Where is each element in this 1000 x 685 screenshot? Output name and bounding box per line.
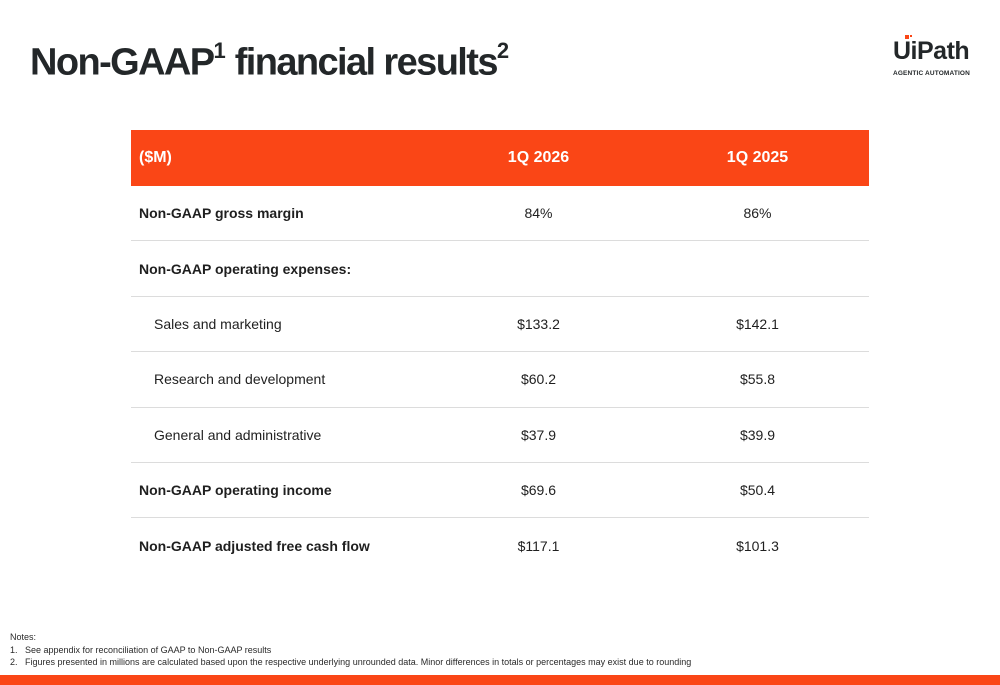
footnote-item: 1. See appendix for reconciliation of GA… [10,644,691,657]
footnote-number: 2. [10,657,18,667]
title-footnote-1: 1 [213,38,226,63]
table-row: Sales and marketing $133.2 $142.1 [131,297,869,353]
row-value-1q-2026: $69.6 [520,482,557,499]
row-value-1q-2025: $101.3 [736,538,779,555]
title-rest: financial results [225,41,499,84]
row-value-1q-2025: $50.4 [739,482,776,499]
notes-heading: Notes: [10,632,37,642]
logo-dot-small-icon [910,35,912,37]
row-value-1q-2026: $133.2 [517,315,560,332]
uipath-logo: UiPath AGENTIC AUTOMATION [893,35,970,77]
logo-dot-icon [905,35,909,39]
row-value-1q-2026: $117.1 [517,538,560,555]
footnote-item: 2. Figures presented in millions are cal… [10,656,691,669]
footnotes: Notes: 1. See appendix for reconciliatio… [10,631,691,669]
header-1q-2026: 1Q 2026 [507,149,570,166]
row-value-1q-2025: $55.8 [739,371,776,388]
table-row: Non-GAAP operating income $69.6 $50.4 [131,463,869,519]
row-value-1q-2025: $142.1 [736,315,779,332]
table-row: Non-GAAP adjusted free cash flow $117.1 … [131,518,869,573]
row-value-1q-2026: $37.9 [520,426,557,443]
row-label: Research and development [154,371,326,388]
table-row: Non-GAAP gross margin 84% 86% [131,186,869,242]
header-1q-2025: 1Q 2025 [726,149,789,166]
row-label: Non-GAAP operating income [139,482,332,499]
logo-wordmark-text: UiPath [893,37,970,65]
footnote-number: 1. [10,644,18,655]
table-row: Research and development $60.2 $55.8 [131,352,869,408]
financial-results-table: ($M) 1Q 2026 1Q 2025 Non-GAAP gross marg… [131,130,869,574]
title-main: Non-GAAP [30,41,215,84]
logo-wordmark: UiPath [893,35,970,65]
row-value-1q-2025: $39.9 [739,426,776,443]
row-label: Non-GAAP gross margin [139,205,304,222]
row-label: Non-GAAP adjusted free cash flow [139,538,370,555]
title-footnote-2: 2 [496,38,510,63]
table-row: General and administrative $37.9 $39.9 [131,408,869,463]
row-label: Non-GAAP operating expenses: [139,260,352,277]
slide-title: Non-GAAP1 financial results2 [30,30,509,87]
row-value-1q-2025: 86% [743,205,772,222]
table-row: Non-GAAP operating expenses: [131,241,869,297]
row-label: Sales and marketing [154,315,282,332]
logo-tagline: AGENTIC AUTOMATION [893,70,970,77]
footnote-text: See appendix for reconciliation of GAAP … [25,644,272,655]
row-value-1q-2026: $60.2 [520,371,557,388]
footer-accent-bar [0,675,1000,685]
header-units: ($M) [139,149,172,166]
footnote-text: Figures presented in millions are calcul… [25,657,692,667]
row-label: General and administrative [154,426,322,443]
table-header-row: ($M) 1Q 2026 1Q 2025 [131,130,869,186]
row-value-1q-2026: 84% [524,205,553,222]
